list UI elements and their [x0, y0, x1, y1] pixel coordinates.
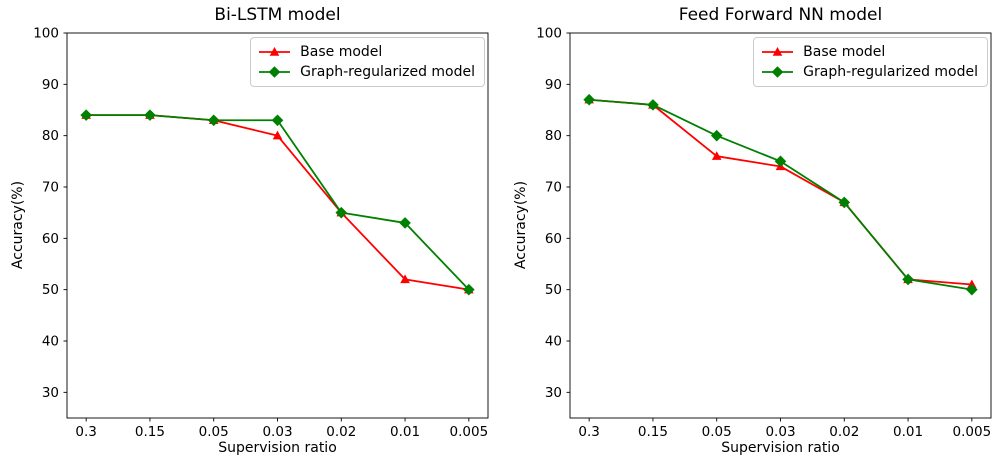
plot-area: 30 40 50 60 70 80 90 100 0.3 0.15 0.05 0.03 0.02 0.01… — [33, 26, 489, 440]
y-tick-label: 60 — [42, 231, 59, 247]
y-tick-label: 70 — [42, 180, 59, 196]
data-point-marker — [400, 274, 410, 284]
data-point-marker — [966, 283, 978, 296]
x-tick-label: 0.3 — [578, 424, 599, 440]
y-tick-label: 30 — [42, 385, 59, 401]
data-point-marker — [838, 196, 851, 209]
x-tick-label: 0.02 — [326, 424, 356, 440]
axes-frame — [66, 32, 489, 419]
y-tick-label: 60 — [545, 231, 562, 247]
x-tick-label: 0.005 — [450, 424, 489, 440]
legend-box: Base model Graph-regularized model — [250, 37, 485, 87]
legend-label: Base model — [300, 44, 383, 60]
y-tick-label: 40 — [545, 334, 562, 350]
x-tick-label: 0.02 — [829, 424, 859, 440]
legend-item-base-model: Base model — [258, 42, 475, 62]
x-tick-label: 0.005 — [953, 424, 992, 440]
y-tick-label: 100 — [33, 26, 59, 42]
data-point-marker — [902, 273, 914, 286]
x-tick-label: 0.15 — [638, 424, 668, 440]
subplot-bilstm: Bi-LSTM model Accuracy(%) 30 40 50 60 70 80 90… — [10, 5, 489, 456]
y-tick-label: 50 — [545, 282, 562, 298]
chart-title: Bi-LSTM model — [214, 5, 341, 25]
data-point-marker — [710, 129, 723, 142]
series-line — [589, 98, 972, 286]
subplot-feed-forward-nn: Feed Forward NN model Accuracy(%) 30 40 50… — [503, 0, 1006, 470]
plot-area: 30 40 50 60 70 80 90 100 0.3 0.15 0.05 0.03 0.02 0.01… — [536, 26, 992, 440]
y-tick-label: 40 — [42, 334, 59, 350]
x-tick-label: 0.3 — [75, 424, 96, 440]
legend-label: Base model — [803, 44, 886, 60]
data-point-marker — [80, 109, 92, 121]
x-tick-label: 0.01 — [893, 424, 923, 440]
graph-regularized-line-marker-icon — [762, 66, 794, 78]
chart-title: Feed Forward NN model — [678, 5, 883, 25]
x-axis-label: Supervision ratio — [218, 440, 337, 456]
series-line — [589, 98, 972, 291]
base-model-line-marker-icon — [762, 47, 794, 56]
y-tick-label: 80 — [42, 128, 59, 144]
y-tick-label: 70 — [545, 180, 562, 196]
x-tick-label: 0.15 — [135, 424, 165, 440]
data-point-marker — [335, 206, 348, 219]
data-point-marker — [207, 114, 220, 127]
legend-item-graph-regularized-model: Graph-regularized model — [258, 62, 475, 82]
data-point-marker — [647, 99, 659, 111]
data-point-marker — [583, 93, 595, 106]
y-tick-label: 80 — [545, 128, 562, 144]
y-tick-label: 100 — [536, 26, 562, 42]
legend-marker-glyph — [268, 66, 281, 78]
data-point-marker — [271, 114, 284, 127]
legend-label: Graph-regularized model — [803, 64, 978, 80]
data-point-marker — [144, 109, 156, 121]
y-tick-label: 50 — [42, 282, 59, 298]
x-tick-label: 0.03 — [765, 424, 795, 440]
legend-box: Base model Graph-regularized model — [753, 37, 988, 87]
legend-item-base-model: Base model — [761, 42, 978, 62]
graph-regularized-line-marker-icon — [259, 66, 291, 78]
data-point-marker — [711, 151, 722, 160]
y-tick-label: 90 — [42, 77, 59, 93]
data-point-marker — [272, 130, 283, 140]
x-tick-label: 0.01 — [390, 424, 420, 440]
axes-frame — [569, 32, 992, 419]
y-tick-label: 30 — [545, 385, 562, 401]
legend-marker-glyph — [771, 66, 784, 78]
x-tick-label: 0.05 — [702, 424, 732, 440]
series-line — [86, 114, 469, 291]
legend-label: Graph-regularized model — [300, 64, 475, 80]
legend-item-graph-regularized-model: Graph-regularized model — [761, 62, 978, 82]
legend-marker-glyph — [772, 47, 783, 56]
y-tick-label: 90 — [545, 77, 562, 93]
x-axis-label: Supervision ratio — [721, 440, 840, 456]
base-model-line-marker-icon — [259, 47, 291, 56]
legend-marker-glyph — [269, 47, 280, 56]
x-tick-label: 0.03 — [262, 424, 292, 440]
series-line — [86, 114, 470, 291]
x-tick-label: 0.05 — [199, 424, 229, 440]
data-point-marker — [463, 283, 475, 296]
data-point-marker — [399, 217, 411, 229]
